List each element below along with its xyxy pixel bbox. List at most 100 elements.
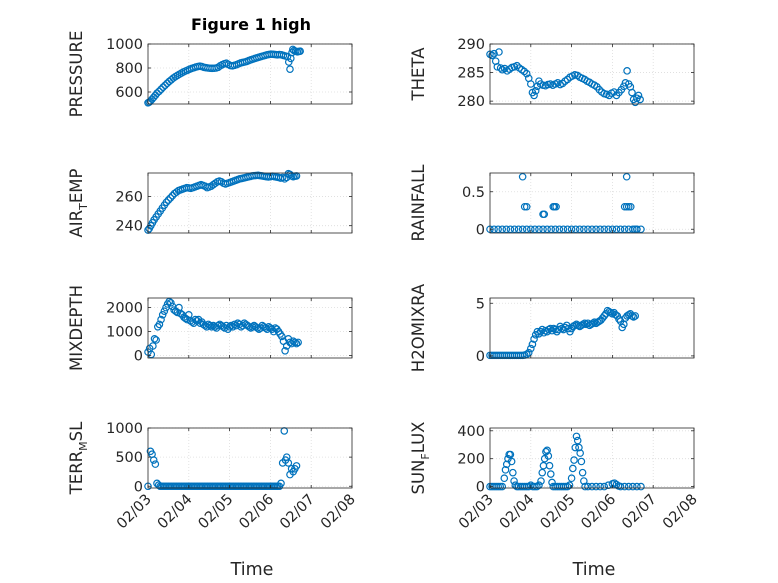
axes-box (489, 172, 695, 234)
data-point (600, 312, 609, 320)
data-point (633, 225, 641, 234)
data-point (575, 225, 584, 234)
data-point (573, 436, 582, 445)
data-point (520, 67, 529, 76)
data-point (575, 443, 583, 452)
data-point (157, 85, 165, 94)
plot-area (148, 44, 352, 104)
data-point (620, 225, 629, 234)
data-point (530, 335, 538, 343)
data-point (567, 474, 576, 483)
data-point (535, 225, 543, 234)
axes-box (489, 297, 695, 359)
data-point (155, 87, 163, 96)
data-point (596, 225, 604, 234)
y-tick-label: 200 (457, 452, 485, 468)
data-point (551, 225, 560, 234)
data-point (288, 48, 296, 57)
data-point (546, 470, 555, 478)
data-point (574, 321, 582, 330)
data-point (628, 88, 636, 97)
data-point (620, 482, 629, 491)
data-point (590, 318, 599, 327)
data-point (501, 466, 510, 474)
data-point (537, 477, 545, 485)
y-axis-label: H2OMIXRA (409, 283, 428, 372)
plot-area (148, 428, 352, 488)
data-point (498, 225, 507, 234)
x-tick-label: 02/07 (619, 492, 660, 533)
data-point (164, 196, 173, 204)
axes-box (147, 172, 353, 234)
data-point (589, 319, 597, 328)
data-point (604, 225, 613, 234)
data-point (230, 320, 239, 329)
y-axis-label: RAINFALL (409, 164, 428, 242)
data-point (631, 312, 640, 320)
data-point (518, 225, 527, 234)
data-point (514, 225, 523, 234)
data-point (500, 64, 509, 73)
data-point (616, 482, 625, 491)
data-point (565, 481, 574, 490)
y-tick-label: 600 (115, 85, 143, 101)
subplot-h2omixra: 0 5 H2OMIXRA (409, 283, 695, 372)
data-point (522, 202, 531, 211)
data-point (280, 175, 289, 183)
data-point (588, 225, 596, 234)
axes-box (489, 43, 695, 105)
x-tick-label: 02/05 (538, 492, 579, 533)
y-tick-label: 285 (457, 66, 485, 82)
y-tick-label: 240 (115, 219, 143, 235)
data-point (555, 225, 564, 234)
y-tick-label: 800 (115, 61, 143, 77)
data-point (522, 69, 531, 78)
y-axis-label: MIXDEPTH (67, 285, 86, 371)
y-tick-label: 0 (476, 349, 485, 365)
data-point (629, 313, 638, 321)
data-point (518, 172, 527, 181)
y-tick-label: 1000 (106, 325, 143, 341)
y-tick-label: 0.5 (462, 185, 485, 201)
subplot-terr_msl: 0 500 1000 02/03 02/04 02/05 02/06 02/07 02/08 TE… (67, 421, 359, 532)
axes-box (489, 427, 695, 489)
data-point (149, 342, 157, 350)
data-point (580, 225, 588, 234)
data-point (292, 462, 301, 470)
data-point (153, 89, 161, 98)
data-point (531, 225, 539, 234)
data-point (626, 202, 635, 211)
data-point (526, 80, 535, 88)
data-point (206, 321, 214, 330)
y-tick-label: 0 (134, 479, 143, 495)
y-tick-label: 0 (476, 222, 485, 238)
data-point (506, 450, 515, 459)
data-point (633, 482, 641, 491)
data-point (612, 225, 621, 234)
data-point (166, 194, 175, 202)
y-tick-label: 2000 (106, 301, 143, 317)
data-point (500, 474, 509, 483)
y-tick-label: 400 (457, 424, 485, 440)
data-point (291, 338, 299, 347)
data-point (576, 449, 584, 457)
y-axis-label: AIRTEMP (67, 168, 90, 237)
data-point (498, 482, 507, 491)
y-axis-label: SUNFLUX (409, 422, 432, 495)
x-tick-label: 02/04 (497, 492, 538, 533)
data-point (600, 482, 609, 491)
data-point (191, 315, 200, 324)
data-point (569, 464, 577, 473)
data-point (530, 91, 538, 100)
data-point (578, 468, 587, 477)
data-point (584, 225, 592, 234)
data-point (214, 321, 222, 330)
data-point (160, 307, 169, 316)
x-tick-label: 02/08 (318, 492, 359, 533)
y-axis-label: PRESSURE (67, 31, 86, 118)
x-tick-label: 02/06 (578, 492, 619, 533)
data-point (292, 339, 301, 348)
y-tick-label: 260 (115, 189, 143, 205)
data-point (150, 334, 159, 343)
x-tick-label: 02/08 (660, 492, 701, 533)
